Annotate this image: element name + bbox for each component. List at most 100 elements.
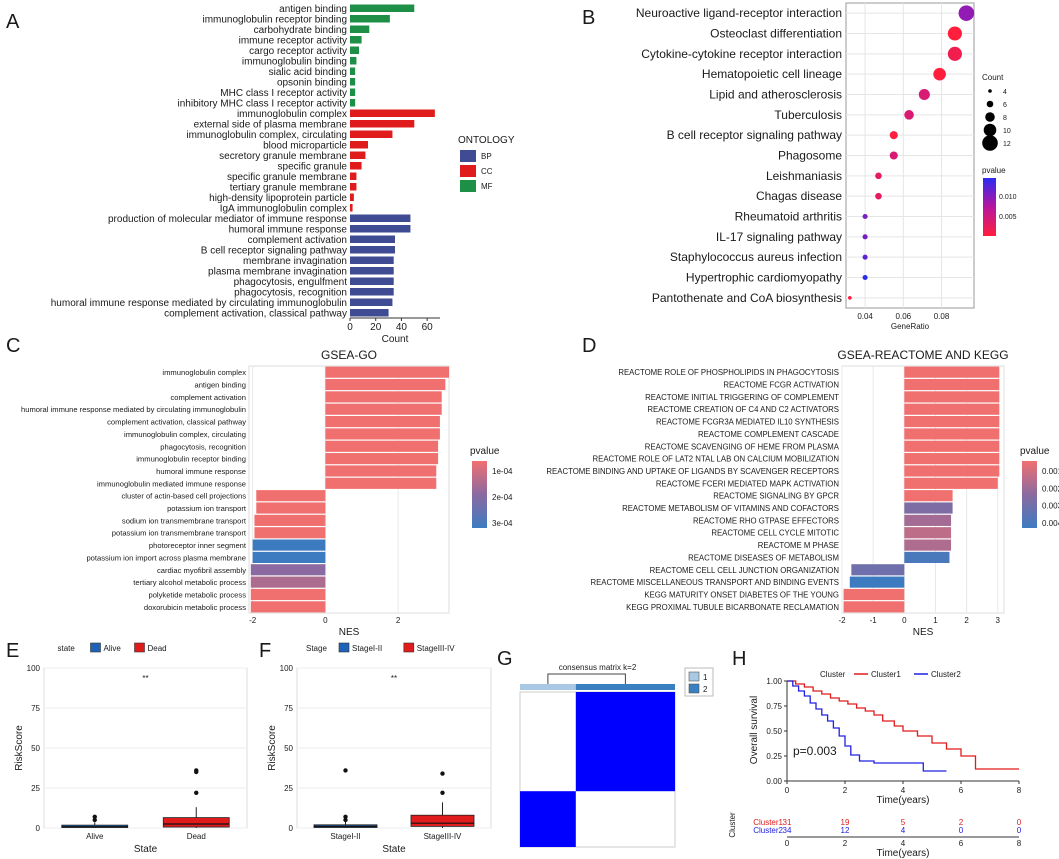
bar-d-0 — [904, 366, 1000, 378]
legend-swatch-a-BP — [460, 150, 476, 162]
label-d-13: REACTOME CELL CYCLE MITOTIC — [711, 529, 839, 538]
curve-h-Cluster1 — [787, 680, 1019, 770]
size-legend-label-b-4: 12 — [1003, 141, 1011, 148]
bar-d-8 — [904, 465, 1000, 477]
label-a-25: plasma membrane invagination — [208, 266, 347, 277]
legend-title-e: state — [58, 644, 76, 653]
legend-label-e-1: Dead — [148, 644, 167, 653]
ticklabel-e-3: 75 — [31, 704, 40, 713]
label-a-21: humoral immune response — [229, 224, 348, 235]
ticklabel-f-1: 25 — [284, 784, 293, 793]
label-a-0: antigen binding — [279, 4, 347, 15]
bar-c-12 — [254, 514, 326, 526]
ticklabel-f-0: 0 — [289, 824, 294, 833]
bar-a-23 — [350, 246, 395, 254]
label-b-2: Cytokine-cytokine receptor interaction — [641, 47, 842, 61]
xticklabel-h-2: 4 — [901, 786, 906, 795]
bar-d-13 — [904, 527, 952, 539]
size-legend-dot-b-1 — [986, 100, 994, 108]
bar-a-6 — [350, 67, 356, 75]
bar-d-5 — [904, 428, 1000, 440]
outlier-f-1-1 — [440, 790, 445, 795]
ticklabel-a-0: 0 — [347, 322, 353, 333]
color-legend-title-b: pvalue — [982, 166, 1006, 175]
risk-row-name-h-1: Cluster2 — [753, 826, 783, 835]
bar-d-19 — [843, 601, 905, 613]
legend-label-a-CC: CC — [481, 167, 493, 176]
risk-value-h-1-2: 4 — [901, 826, 906, 835]
risk-value-h-0-3: 2 — [959, 818, 964, 827]
cluster-block-g-1 — [520, 791, 576, 847]
label-b-9: Chagas disease — [756, 189, 842, 203]
panel-label-a: A — [6, 11, 20, 33]
label-c-3: humoral immune response mediated by circ… — [21, 405, 246, 414]
label-a-9: inhibitory MHC class I receptor activity — [178, 98, 348, 109]
curve-h-Cluster2 — [787, 680, 947, 772]
label-d-17: REACTOME MISCELLANEOUS TRANSPORT AND BIN… — [590, 578, 839, 587]
label-c-1: antigen binding — [194, 381, 246, 390]
legend-swatch-a-CC — [460, 165, 476, 177]
label-c-19: doxorubicin metabolic process — [144, 603, 246, 612]
chart-c-gsea-go: GSEA-GO immunoglobulin complex antigen bin… — [21, 348, 513, 638]
bar-c-11 — [256, 502, 326, 514]
label-a-14: secretory granule membrane — [219, 151, 347, 162]
risk-value-h-0-1: 19 — [841, 818, 850, 827]
label-b-5: Tuberculosis — [774, 108, 842, 122]
ticklabel-d-0: -2 — [838, 616, 846, 625]
bar-a-19 — [350, 204, 353, 212]
label-d-16: REACTOME CELL CELL JUNCTION ORGANIZATION — [650, 566, 839, 575]
legend-label-c-2: 3e-04 — [492, 519, 513, 528]
outlier-e-0-1 — [92, 817, 97, 823]
point-b-3 — [933, 67, 946, 81]
bar-a-26 — [350, 277, 394, 285]
bar-d-1 — [904, 378, 1000, 391]
label-b-14: Pantothenate and CoA biosynthesis — [652, 291, 842, 305]
bar-c-1 — [325, 378, 446, 391]
label-a-16: specific granule membrane — [227, 172, 347, 183]
point-b-14 — [848, 296, 852, 300]
risk-value-h-0-4: 0 — [1017, 818, 1022, 827]
panel-label-c: C — [6, 335, 20, 357]
label-a-15: specific granule — [278, 161, 348, 172]
risk-xlabel-h: Time(years) — [877, 848, 930, 859]
xlabel-h: Time(years) — [877, 795, 930, 806]
label-d-15: REACTOME DISEASES OF METABOLISM — [688, 553, 839, 562]
bar-a-13 — [350, 141, 368, 149]
xticklabel-f-1: StageIII-IV — [424, 832, 462, 841]
bar-d-11 — [904, 502, 953, 514]
yticklabel-h-1: 0.25 — [766, 752, 782, 761]
bar-a-10 — [350, 109, 435, 117]
label-c-4: complement activation, classical pathway — [107, 418, 246, 427]
ticklabel-c-2: 2 — [396, 616, 401, 625]
box-f-1 — [410, 814, 475, 827]
bar-a-29 — [350, 309, 389, 317]
ticklabel-b-0: 0.04 — [857, 312, 873, 321]
bar-d-12 — [904, 514, 952, 526]
risk-value-h-0-2: 5 — [901, 818, 906, 827]
risk-tick-h-4: 8 — [1017, 839, 1022, 848]
bar-d-6 — [904, 440, 1000, 452]
color-legend-bar-b — [983, 178, 996, 236]
legend-label-c-1: 2e-04 — [492, 493, 513, 502]
label-a-3: immune receptor activity — [239, 35, 347, 46]
label-c-7: immunoglobulin receptor binding — [136, 455, 246, 464]
ylabel-f: RiskScore — [267, 725, 278, 771]
legend-label-a-MF: MF — [481, 182, 493, 191]
label-b-3: Hematopoietic cell lineage — [702, 67, 842, 81]
ticklabel-d-2: 0 — [902, 616, 907, 625]
bar-c-18 — [250, 588, 326, 601]
ticklabel-d-3: 1 — [933, 616, 938, 625]
label-b-4: Lipid and atherosclerosis — [709, 88, 842, 102]
label-b-1: Osteoclast differentiation — [710, 27, 842, 41]
legend-swatch-e-0 — [90, 642, 101, 653]
plot-bg-d — [841, 365, 1005, 614]
bar-d-15 — [904, 551, 950, 563]
chart-g-consensus: consensus matrix k=2 1 2 — [519, 663, 714, 848]
bar-a-5 — [350, 57, 357, 65]
legend-swatch-f-0 — [338, 642, 350, 653]
legend-swatch-g-0 — [688, 671, 700, 682]
bar-a-0 — [350, 4, 415, 12]
risk-value-h-1-0: 34 — [783, 826, 792, 835]
label-a-26: phagocytosis, engulfment — [234, 277, 348, 288]
label-a-10: immunoglobulin complex — [237, 109, 347, 120]
